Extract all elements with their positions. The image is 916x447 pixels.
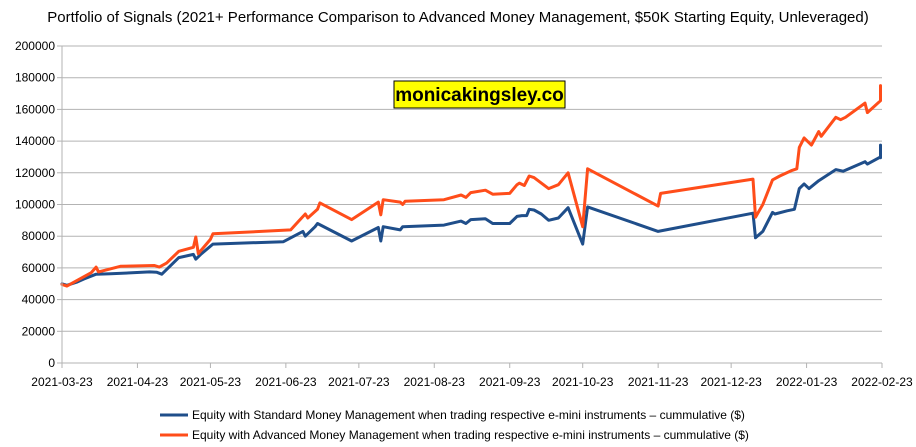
series-line-standard bbox=[60, 143, 882, 287]
x-tick-label: 2022-02-23 bbox=[851, 375, 913, 389]
y-tick-label: 180000 bbox=[15, 71, 55, 85]
x-tick-label: 2021-11-23 bbox=[628, 375, 689, 389]
y-tick-label: 20000 bbox=[22, 324, 56, 338]
grid bbox=[62, 45, 882, 332]
watermark-text: monicakingsley.co bbox=[395, 85, 564, 106]
legend: Equity with Standard Money Management wh… bbox=[160, 408, 749, 442]
y-tick-label: 120000 bbox=[15, 166, 55, 180]
x-tick-label: 2021-04-23 bbox=[107, 375, 169, 389]
series-layer bbox=[60, 84, 882, 288]
legend-label-standard: Equity with Standard Money Management wh… bbox=[192, 408, 745, 422]
watermark: monicakingsley.co bbox=[393, 80, 566, 109]
y-tick-label: 60000 bbox=[22, 261, 56, 275]
x-tick-label: 2021-07-23 bbox=[328, 375, 390, 389]
x-tick-label: 2022-01-23 bbox=[776, 375, 838, 389]
series-line-advanced bbox=[60, 84, 882, 288]
x-tick-labels: 2021-03-23 2021-04-23 2021-05-23 2021-06-23… bbox=[31, 363, 913, 389]
y-tick-label: 100000 bbox=[15, 198, 55, 212]
x-tick-label: 2021-12-23 bbox=[700, 375, 762, 389]
x-tick-label: 2021-10-23 bbox=[552, 375, 614, 389]
x-tick-label: 2021-03-23 bbox=[31, 375, 93, 389]
watermark-box bbox=[393, 80, 566, 109]
y-tick-label: 160000 bbox=[15, 102, 55, 116]
y-tick-labels: 0 20000 40000 60000 80000 100000 120000 140000 1… bbox=[15, 39, 62, 370]
x-tick-label: 2021-09-23 bbox=[479, 375, 541, 389]
y-tick-label: 80000 bbox=[22, 229, 56, 243]
x-tick-label: 2021-08-23 bbox=[404, 375, 466, 389]
x-tick-label: 2021-06-23 bbox=[255, 375, 317, 389]
x-tick-label: 2021-05-23 bbox=[180, 375, 242, 389]
y-tick-label: 140000 bbox=[15, 134, 55, 148]
y-tick-label: 40000 bbox=[22, 293, 56, 307]
y-tick-label: 0 bbox=[48, 356, 55, 370]
chart-title: Portfolio of Signals (2021+ Performance … bbox=[47, 9, 868, 26]
y-tick-label: 200000 bbox=[15, 39, 55, 53]
legend-label-advanced: Equity with Advanced Money Management wh… bbox=[192, 428, 749, 442]
